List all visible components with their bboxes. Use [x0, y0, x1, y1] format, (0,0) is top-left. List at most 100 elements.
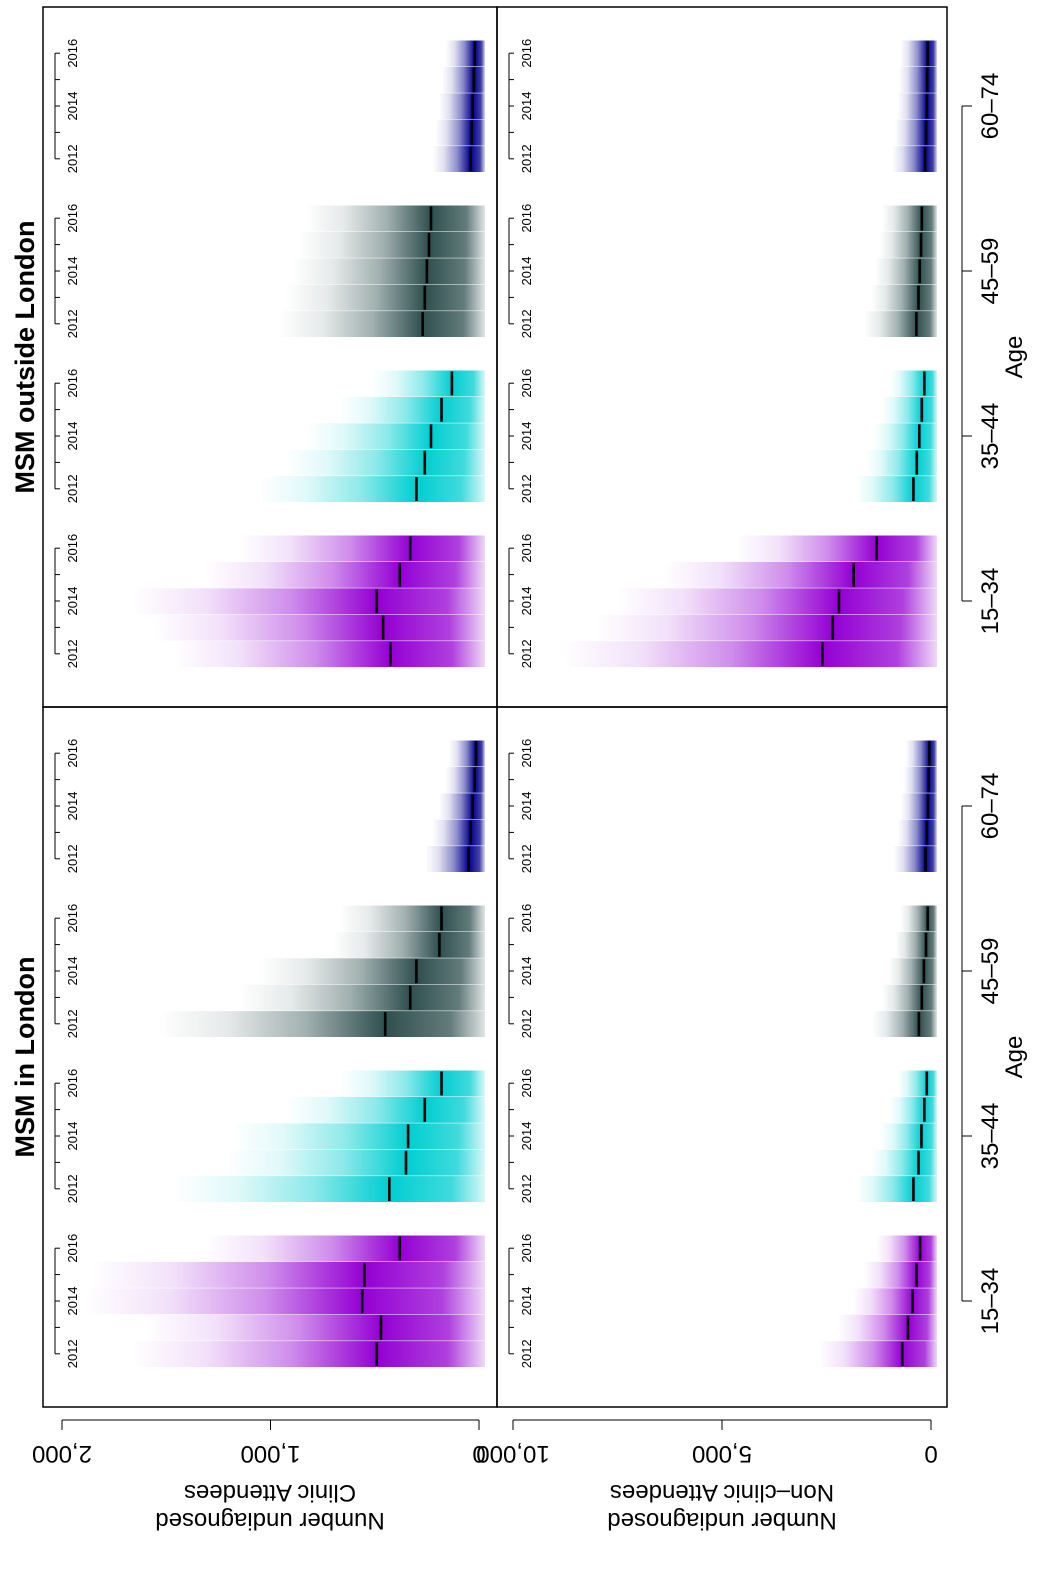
year-tick-label: 2016: [519, 1234, 534, 1263]
density-strip-35–44-2015: [338, 396, 485, 423]
density-strip-45–59-2014: [258, 958, 485, 985]
x-axis-label: Age: [1001, 1036, 1028, 1079]
density-strip-15–34-2012: [132, 1341, 485, 1367]
density-strip-60–74-2016: [449, 740, 485, 767]
density-strip-35–44-2016: [372, 370, 485, 397]
year-tick-label: 2014: [65, 1122, 80, 1151]
density-strip-45–59-2012: [872, 1011, 938, 1037]
density-strip-45–59-2015: [894, 931, 938, 958]
year-tick-label: 2012: [65, 844, 80, 873]
density-strip-45–59-2016: [881, 205, 937, 232]
y-tick-label: 1,000: [240, 1440, 300, 1467]
year-tick-label: 2012: [65, 309, 80, 338]
panel-title: MSM in London: [10, 957, 40, 1158]
density-strip-45–59-2015: [298, 231, 485, 258]
density-strip-45–59-2014: [888, 958, 937, 985]
density-strip-60–74-2013: [435, 119, 486, 146]
year-tick-label: 2012: [519, 144, 534, 173]
y-axis-label: Clinic Attendees: [184, 1479, 356, 1506]
density-strip-45–59-2015: [878, 231, 938, 258]
density-strip-45–59-2013: [285, 284, 485, 311]
year-tick-label: 2012: [65, 1009, 80, 1038]
plot-layer: [85, 40, 938, 1367]
density-strip-15–34-2012: [563, 641, 937, 667]
panel-frame: [496, 6, 948, 708]
rotated-figure-group: 2012 2014 2016 2012 2014 2016 2012 2014 2016 2012…: [10, 6, 1028, 1534]
density-strip-45–59-2014: [292, 258, 486, 285]
density-strip-15–34-2015: [205, 561, 485, 588]
y-axis-label: Non–clinic Attendees: [610, 1479, 834, 1506]
y-axis-label: Number undiagnosed: [607, 1507, 837, 1534]
age-group-label: 15–34: [977, 1268, 1004, 1335]
density-strip-60–74-2015: [899, 66, 937, 93]
age-group-label: 60–74: [977, 73, 1004, 140]
year-tick-label: 2016: [519, 204, 534, 233]
age-group-label: 15–34: [977, 568, 1004, 635]
density-strip-35–44-2014: [232, 1123, 485, 1150]
density-strip-15–34-2015: [92, 1261, 485, 1288]
year-tick-label: 2016: [65, 1069, 80, 1098]
year-tick-label: 2014: [519, 957, 534, 986]
year-tick-label: 2016: [65, 1234, 80, 1263]
density-strip-15–34-2013: [145, 1314, 485, 1341]
age-group-label: 45–59: [977, 938, 1004, 1005]
density-strip-60–74-2013: [432, 819, 485, 846]
density-strip-60–74-2013: [894, 119, 938, 146]
age-group-label: 35–44: [977, 1103, 1004, 1170]
y-tick-label: 10,000: [476, 1440, 549, 1467]
x-axis-label: Age: [1001, 336, 1028, 379]
density-strip-60–74-2013: [897, 819, 937, 846]
density-strip-35–44-2015: [881, 396, 937, 423]
density-strip-15–34-2016: [205, 1235, 485, 1262]
year-tick-label: 2014: [65, 587, 80, 616]
density-strip-45–59-2015: [332, 931, 486, 958]
year-tick-label: 2012: [65, 1339, 80, 1368]
year-tick-label: 2014: [65, 92, 80, 121]
year-tick-label: 2012: [519, 844, 534, 873]
density-strip-35–44-2013: [865, 449, 937, 476]
density-strip-45–59-2016: [900, 905, 937, 932]
year-tick-label: 2016: [65, 204, 80, 233]
axis-layer: 2012 2014 2016 2012 2014 2016 2012 2014 2016 2012…: [32, 39, 1004, 1467]
density-strip-15–34-2013: [596, 614, 937, 641]
year-tick-label: 2014: [65, 422, 80, 451]
density-strip-60–74-2012: [425, 846, 486, 872]
year-tick-label: 2016: [519, 369, 534, 398]
year-tick-label: 2014: [65, 257, 80, 286]
density-strip-45–59-2013: [238, 984, 485, 1011]
density-strip-45–59-2016: [338, 905, 485, 932]
density-strip-60–74-2014: [897, 93, 937, 120]
density-strip-15–34-2016: [876, 1235, 938, 1262]
density-strip-15–34-2013: [152, 614, 485, 641]
year-tick-label: 2016: [519, 1069, 534, 1098]
year-tick-label: 2012: [519, 1339, 534, 1368]
year-tick-label: 2016: [65, 534, 80, 563]
density-strip-60–74-2012: [432, 146, 485, 172]
year-tick-label: 2012: [65, 1174, 80, 1203]
year-tick-label: 2014: [65, 792, 80, 821]
density-strip-15–34-2014: [616, 588, 937, 615]
y-tick-label: 0: [924, 1440, 937, 1467]
density-strip-15–34-2014: [852, 1288, 937, 1315]
year-tick-label: 2016: [519, 904, 534, 933]
year-tick-label: 2016: [65, 39, 80, 68]
density-strip-15–34-2012: [175, 641, 485, 667]
density-strip-15–34-2014: [85, 1288, 486, 1315]
year-tick-label: 2014: [519, 92, 534, 121]
density-strip-35–44-2015: [285, 1096, 485, 1123]
year-tick-label: 2012: [65, 144, 80, 173]
year-tick-label: 2016: [519, 739, 534, 768]
density-strip-60–74-2015: [442, 66, 485, 93]
year-tick-label: 2016: [519, 39, 534, 68]
density-strip-15–34-2013: [837, 1314, 938, 1341]
density-strip-15–34-2014: [132, 588, 485, 615]
density-strip-15–34-2015: [864, 1261, 938, 1288]
density-strip-45–59-2013: [881, 984, 937, 1011]
year-tick-label: 2016: [65, 369, 80, 398]
density-strip-35–44-2012: [854, 476, 937, 502]
density-strip-35–44-2013: [225, 1149, 485, 1176]
density-strip-35–44-2016: [897, 1070, 937, 1097]
year-tick-label: 2016: [65, 904, 80, 933]
